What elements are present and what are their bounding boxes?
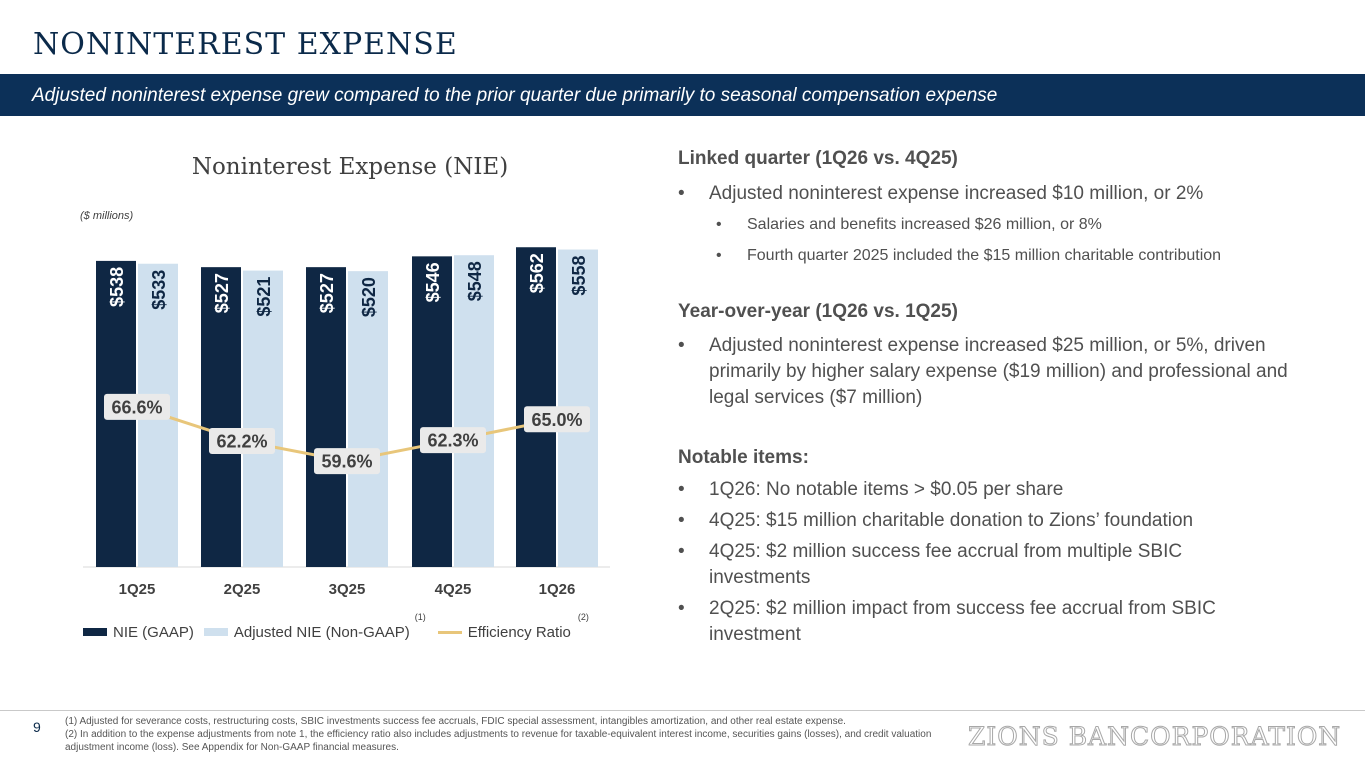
legend-item-efficiency: Efficiency Ratio (2)	[437, 612, 589, 641]
bar-label-adjusted: $558	[569, 256, 589, 296]
efficiency-label: 66.6%	[111, 397, 162, 417]
legend-label-adjusted: Adjusted NIE (Non-GAAP)	[233, 623, 410, 641]
legend-swatch-efficiency	[437, 630, 462, 634]
bar-label-gaap: $538	[107, 267, 127, 307]
bar-adjusted	[454, 255, 494, 567]
x-tick-label: 1Q26	[539, 581, 576, 598]
efficiency-label-box	[420, 427, 486, 454]
footnote-2: (2) In addition to the expense adjustmen…	[65, 729, 932, 753]
efficiency-label-box	[104, 393, 170, 420]
legend-item-adjusted: Adjusted NIE (Non-GAAP) (1)	[203, 612, 426, 641]
notable-item: 4Q25: $15 million charitable donation to…	[678, 508, 1338, 534]
efficiency-label-box	[209, 427, 275, 454]
x-tick-label: 1Q25	[119, 581, 156, 598]
notable-item: 1Q26: No notable items > $0.05 per share	[678, 477, 1338, 503]
bar-label-gaap: $562	[527, 253, 547, 293]
bar-label-adjusted: $548	[465, 261, 485, 301]
efficiency-label: 62.2%	[216, 431, 267, 451]
efficiency-label-box	[314, 448, 380, 475]
bar-label-adjusted: $521	[254, 277, 274, 317]
footnotes: (1) Adjusted for severance costs, restru…	[65, 715, 965, 754]
legend-label-gaap: NIE (GAAP)	[113, 623, 194, 641]
chart-legend: NIE (GAAP) Adjusted NIE (Non-GAAP) (1) E…	[83, 612, 589, 642]
page-title: NONINTEREST EXPENSE	[33, 27, 458, 62]
chart-title: Noninterest Expense (NIE)	[191, 154, 509, 180]
legend-item-gaap: NIE (GAAP)	[83, 624, 194, 641]
subtitle-banner: Adjusted noninterest expense grew compar…	[0, 74, 1365, 116]
footer-divider	[0, 710, 1365, 711]
legend-swatch-adjusted	[203, 628, 228, 636]
notable-items-heading: Notable items:	[678, 447, 809, 468]
x-tick-label: 4Q25	[435, 581, 472, 598]
yoy-heading: Year-over-year (1Q26 vs. 1Q25)	[678, 301, 958, 322]
bar-adjusted	[243, 270, 283, 567]
x-tick-label: 3Q25	[329, 581, 366, 598]
legend-footnote-adjusted: (1)	[414, 611, 426, 622]
legend-label-efficiency: Efficiency Ratio	[467, 623, 571, 641]
yoy-bullet: Adjusted noninterest expense increased $…	[678, 333, 1298, 411]
bar-label-adjusted: $520	[359, 277, 379, 317]
legend-footnote-efficiency: (2)	[577, 611, 589, 622]
linked-quarter-bullet: Adjusted noninterest expense increased $…	[678, 181, 1338, 207]
efficiency-label: 65.0%	[531, 410, 582, 430]
notable-item: 4Q25: $2 million success fee accrual fro…	[678, 539, 1278, 591]
linked-quarter-sub-bullet: Salaries and benefits increased $26 mill…	[678, 214, 1338, 236]
bar-gaap	[412, 256, 452, 567]
efficiency-label: 62.3%	[427, 431, 478, 451]
bar-label-gaap: $527	[212, 273, 232, 313]
bar-gaap	[201, 267, 241, 567]
legend-swatch-gaap	[83, 628, 107, 636]
subtitle-text: Adjusted noninterest expense grew compar…	[32, 85, 998, 106]
linked-quarter-sub-bullet: Fourth quarter 2025 included the $15 mil…	[678, 245, 1338, 267]
footnote-1: (1) Adjusted for severance costs, restru…	[65, 716, 846, 727]
x-tick-label: 2Q25	[224, 581, 261, 598]
efficiency-label: 59.6%	[321, 452, 372, 472]
linked-quarter-heading: Linked quarter (1Q26 vs. 4Q25)	[678, 148, 958, 169]
zions-logo: ZIONS BANCORPORATION	[967, 722, 1342, 752]
nie-chart: $538 $533 1Q25 $527 $521 2Q25 $527 $520 3Q25 $546…	[83, 247, 610, 598]
bar-label-gaap: $546	[423, 262, 443, 302]
efficiency-label-box	[524, 406, 590, 433]
commentary-panel: Linked quarter (1Q26 vs. 4Q25) Adjusted …	[678, 148, 1338, 648]
bar-adjusted	[348, 271, 388, 567]
notable-item: 2Q25: $2 million impact from success fee…	[678, 596, 1298, 648]
page-number: 9	[33, 719, 41, 735]
unit-label: ($ millions)	[80, 210, 134, 222]
bar-gaap	[306, 267, 346, 567]
bar-label-adjusted: $533	[149, 270, 169, 310]
bar-label-gaap: $527	[317, 273, 337, 313]
